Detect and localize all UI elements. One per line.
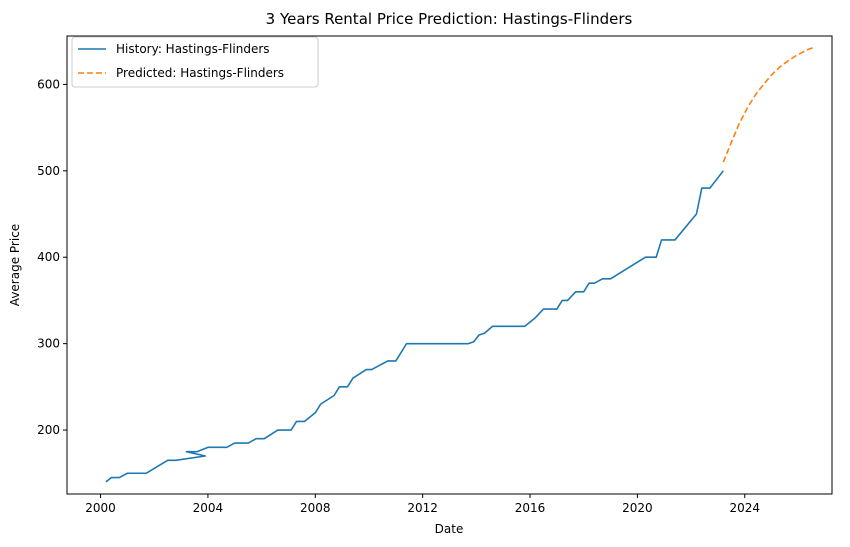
legend-label-predicted: Predicted: Hastings-Flinders bbox=[116, 66, 284, 80]
legend-box bbox=[71, 36, 319, 88]
x-tick-label: 2008 bbox=[300, 501, 331, 515]
y-tick-label: 600 bbox=[37, 77, 60, 91]
x-tick-label: 2004 bbox=[193, 501, 224, 515]
y-tick-label: 300 bbox=[37, 337, 60, 351]
legend-label-history: History: Hastings-Flinders bbox=[116, 42, 270, 56]
x-tick-label: 2000 bbox=[85, 501, 116, 515]
x-tick-label: 2016 bbox=[515, 501, 546, 515]
x-tick-label: 2012 bbox=[407, 501, 438, 515]
plot-frame bbox=[66, 35, 833, 495]
legend: History: Hastings-Flinders Predicted: Has… bbox=[71, 36, 319, 88]
series-lines bbox=[105, 46, 815, 483]
x-axis: 2000 2004 2008 2012 2016 2020 2024 bbox=[85, 494, 760, 515]
y-axis: 200 300 400 500 600 bbox=[37, 77, 67, 437]
x-axis-label: Date bbox=[435, 522, 464, 536]
y-axis-label: Average Price bbox=[8, 224, 22, 306]
x-tick-label: 2024 bbox=[729, 501, 760, 515]
x-tick-label: 2020 bbox=[622, 501, 653, 515]
y-tick-label: 500 bbox=[37, 164, 60, 178]
series-line-predicted bbox=[722, 46, 815, 163]
y-tick-label: 400 bbox=[37, 250, 60, 264]
chart-title: 3 Years Rental Price Prediction: Hasting… bbox=[266, 10, 633, 28]
y-tick-label: 200 bbox=[37, 423, 60, 437]
series-line-history bbox=[105, 170, 724, 483]
